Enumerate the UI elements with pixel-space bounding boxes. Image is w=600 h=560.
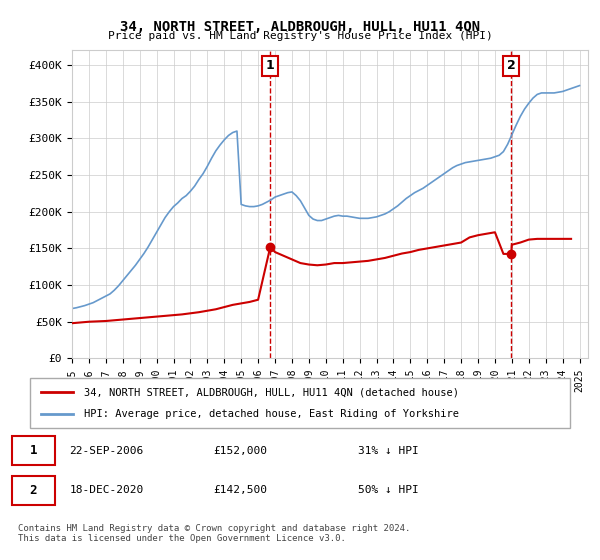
Text: 2: 2 [507,59,515,72]
Text: £152,000: £152,000 [214,446,268,456]
FancyBboxPatch shape [30,378,570,428]
FancyBboxPatch shape [12,436,55,465]
Text: 1: 1 [266,59,275,72]
Text: HPI: Average price, detached house, East Riding of Yorkshire: HPI: Average price, detached house, East… [84,409,459,419]
Text: 1: 1 [29,444,37,458]
Text: Contains HM Land Registry data © Crown copyright and database right 2024.
This d: Contains HM Land Registry data © Crown c… [18,524,410,543]
Text: 22-SEP-2006: 22-SEP-2006 [70,446,144,456]
Text: 2: 2 [29,484,37,497]
Text: Price paid vs. HM Land Registry's House Price Index (HPI): Price paid vs. HM Land Registry's House … [107,31,493,41]
Text: 31% ↓ HPI: 31% ↓ HPI [358,446,418,456]
Text: 34, NORTH STREET, ALDBROUGH, HULL, HU11 4QN: 34, NORTH STREET, ALDBROUGH, HULL, HU11 … [120,20,480,34]
Text: 18-DEC-2020: 18-DEC-2020 [70,485,144,495]
Text: 34, NORTH STREET, ALDBROUGH, HULL, HU11 4QN (detached house): 34, NORTH STREET, ALDBROUGH, HULL, HU11 … [84,387,459,397]
Text: £142,500: £142,500 [214,485,268,495]
FancyBboxPatch shape [12,475,55,505]
Text: 50% ↓ HPI: 50% ↓ HPI [358,485,418,495]
